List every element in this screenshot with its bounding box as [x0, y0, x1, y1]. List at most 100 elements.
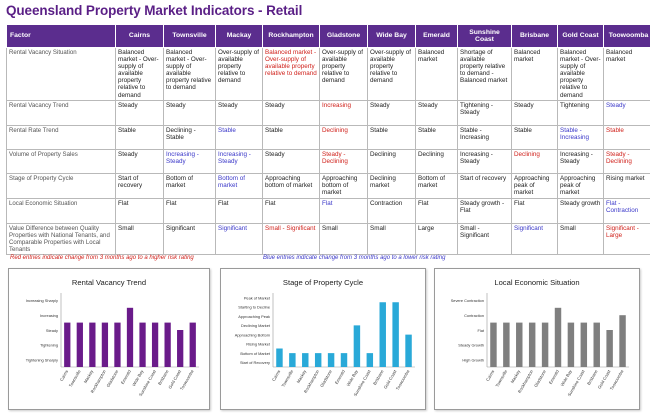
table-cell: Bottom of market [216, 173, 263, 198]
table-cell: Significant [164, 223, 216, 254]
table-cell: Over-supply of available property relati… [216, 48, 263, 101]
table-cell: Significant [512, 223, 558, 254]
y-tick-label: Declining Market [241, 323, 271, 328]
page-title: Queensland Property Market Indicators - … [0, 0, 650, 22]
bar [354, 325, 360, 367]
y-tick-label: High Growth [462, 357, 484, 362]
table-row: Value Difference between Quality Propert… [7, 223, 650, 254]
bar [89, 323, 95, 367]
bar [503, 323, 509, 367]
table-row: Stage of Property Cycle Start of recovery… [7, 173, 650, 198]
chart-title: Stage of Property Cycle [221, 278, 425, 287]
chart-title: Rental Vacancy Trend [9, 278, 209, 287]
bar [606, 330, 612, 367]
column-header: Rockhampton [263, 25, 320, 48]
bar [568, 323, 574, 367]
chart-svg: Severe ContractionContractionFlatSteady … [435, 269, 639, 409]
bar [165, 323, 171, 367]
table-cell: Approaching peak of market [512, 173, 558, 198]
y-tick-label: Steady [46, 328, 58, 333]
factor-label: Rental Vacancy Trend [7, 100, 116, 125]
table-cell: Flat [116, 198, 164, 223]
x-tick-label: Brisbane [586, 368, 599, 385]
chart-local-economic-situation: Local Economic Situation Severe Contract… [434, 268, 640, 410]
table-cell: Stable [263, 125, 320, 149]
table-cell: Small [116, 223, 164, 254]
table-cell: Increasing [320, 100, 368, 125]
bar [367, 353, 373, 367]
bar [392, 302, 398, 367]
bar [114, 323, 120, 367]
y-tick-label: Contraction [464, 313, 484, 318]
table-cell: Steady growth [558, 198, 604, 223]
table-cell: Steady [604, 100, 650, 125]
column-header: Toowoomba [604, 25, 650, 48]
x-tick-label: Emerald [120, 368, 132, 385]
table-cell: Steady [216, 100, 263, 125]
bar [529, 323, 535, 367]
table-cell: Significant [216, 223, 263, 254]
bar [139, 323, 145, 367]
table-cell: Over-supply of available property relati… [320, 48, 368, 101]
table-cell: Flat [320, 198, 368, 223]
blue-legend-note: Blue entries indicate change from 3 mont… [263, 255, 445, 261]
table-cell: Approaching bottom of market [320, 173, 368, 198]
table-cell: Flat [216, 198, 263, 223]
bar [405, 335, 411, 367]
column-header: Sunshine Coast [458, 25, 512, 48]
table-cell: Small [558, 223, 604, 254]
table-cell: Flat [416, 198, 458, 223]
bar [542, 323, 548, 367]
x-tick-label: Cairns [271, 369, 281, 382]
column-header: Gladstone [320, 25, 368, 48]
table-cell: Stable [116, 125, 164, 149]
factor-label: Volume of Property Sales [7, 149, 116, 173]
column-header: Cairns [116, 25, 164, 48]
table-cell: Steady [512, 100, 558, 125]
table-cell: Balanced market [512, 48, 558, 101]
table-cell: Small - Significant [458, 223, 512, 254]
x-tick-label: Townsville [280, 368, 294, 388]
y-tick-label: Tightening [40, 343, 58, 348]
x-tick-label: Gladstone [533, 368, 547, 388]
bar [77, 323, 83, 367]
y-tick-label: Increasing [40, 313, 58, 318]
table-cell: Declining [416, 149, 458, 173]
column-header: Emerald [416, 25, 458, 48]
bar [619, 315, 625, 367]
bar [127, 308, 133, 367]
column-header: Brisbane [512, 25, 558, 48]
y-tick-label: Bottom of Market [240, 351, 271, 356]
table-cell: Increasing - Steady [164, 149, 216, 173]
table-cell: Increasing - Steady [458, 149, 512, 173]
table-cell: Rising market [604, 173, 650, 198]
bar [302, 353, 308, 367]
factor-label: Rental Rate Trend [7, 125, 116, 149]
table-cell: Declining [368, 149, 416, 173]
y-tick-label: Steady Growth [458, 343, 484, 348]
table-cell: Balanced market [416, 48, 458, 101]
table-cell: Stable [416, 125, 458, 149]
x-tick-label: Mackay [510, 368, 522, 384]
bar [328, 353, 334, 367]
table-cell: Significant - Large [604, 223, 650, 254]
factor-label: Stage of Property Cycle [7, 173, 116, 198]
x-tick-label: Cairns [59, 369, 69, 382]
y-tick-label: Approaching Peak [238, 314, 270, 319]
x-tick-label: Mackay [296, 368, 308, 384]
bar [594, 323, 600, 367]
table-cell: Start of recovery [458, 173, 512, 198]
table-cell: Balanced market - Over-supply of availab… [263, 48, 320, 101]
table-cell: Bottom of market [416, 173, 458, 198]
x-tick-label: Wide Bay [559, 368, 573, 387]
chart-title: Local Economic Situation [435, 278, 639, 287]
bar [64, 323, 70, 367]
table-cell: Contraction [368, 198, 416, 223]
bar [102, 323, 108, 367]
bar [490, 323, 496, 367]
